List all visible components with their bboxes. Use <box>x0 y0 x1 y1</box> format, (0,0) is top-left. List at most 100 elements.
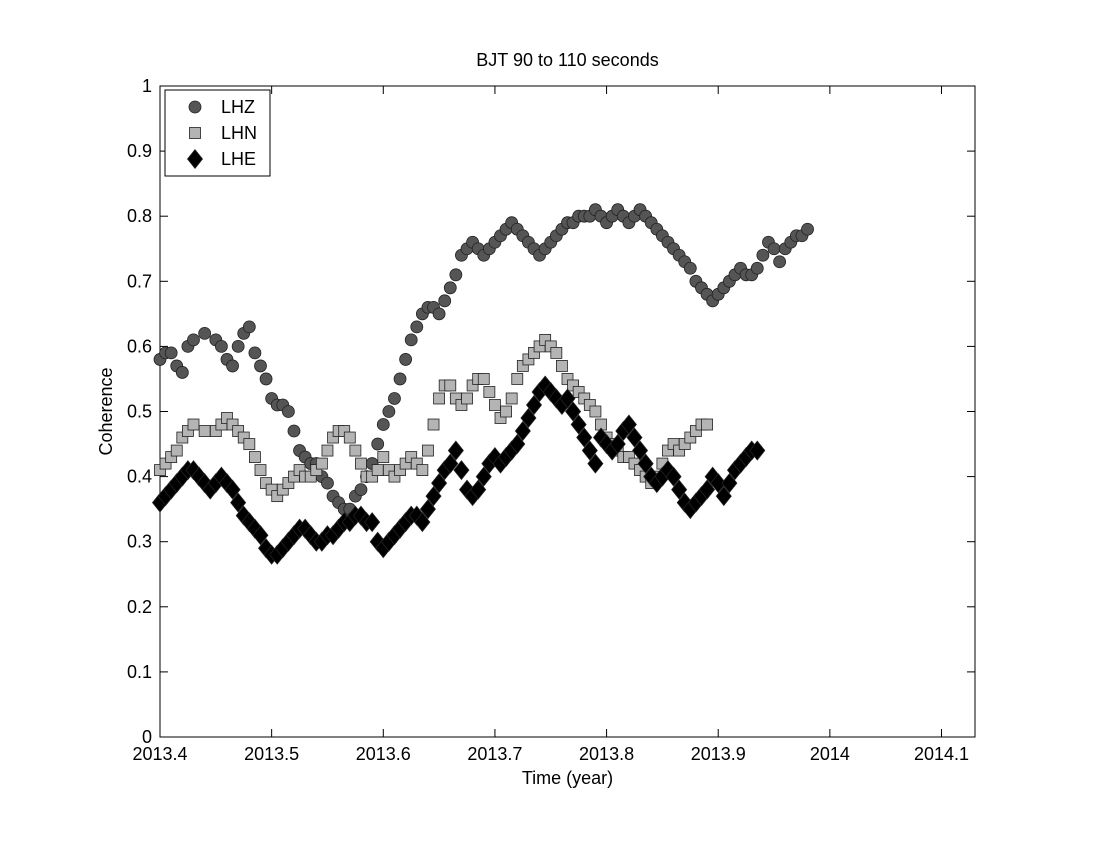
data-point-LHN <box>556 360 568 372</box>
data-point-LHE <box>453 460 470 481</box>
data-point-LHE <box>632 440 649 461</box>
data-point-LHZ <box>215 339 228 353</box>
data-point-LHZ <box>187 333 200 347</box>
data-point-LHE <box>425 486 442 507</box>
data-point-LHE <box>609 434 626 455</box>
legend-label: LHZ <box>221 97 255 117</box>
x-axis: 2013.4 2013.5 2013.6 2013.7 2013.8 2013.9 2014… <box>132 86 969 764</box>
data-point-LHZ <box>242 320 256 334</box>
data-point-LHE <box>626 427 643 448</box>
data-point-LHN <box>377 451 390 463</box>
data-point-LHN <box>416 464 429 476</box>
data-point-LHE <box>442 453 459 474</box>
data-point-LHE <box>419 499 436 520</box>
data-point-LHZ <box>382 405 396 418</box>
y-tick-label: 0.5 <box>127 402 152 422</box>
data-point-LHZ <box>248 346 262 360</box>
data-point-LHN <box>489 399 501 411</box>
data-point-LHZ <box>321 476 334 490</box>
x-tick-label: 2013.7 <box>467 744 522 764</box>
series-LHE <box>151 375 766 565</box>
data-point-LHN <box>248 451 261 463</box>
data-point-LHN <box>321 444 334 457</box>
data-point-LHZ <box>399 353 413 366</box>
data-markers <box>151 203 814 565</box>
data-point-LHE <box>509 434 526 455</box>
data-point-LHZ <box>164 346 178 360</box>
y-tick-label: 0.4 <box>127 467 152 487</box>
data-point-LHZ <box>683 261 697 275</box>
y-tick-label: 0.3 <box>127 532 152 552</box>
y-tick-label: 1 <box>142 76 152 96</box>
data-point-LHE <box>475 466 492 487</box>
data-point-LHN <box>433 392 446 405</box>
data-point-LHE <box>637 453 654 474</box>
data-point-LHN <box>371 464 384 476</box>
legend-box <box>164 89 271 177</box>
data-point-LHZ <box>371 437 385 451</box>
y-axis-title: Coherence <box>96 367 116 455</box>
data-point-LHE <box>671 479 688 500</box>
data-point-LHN <box>500 405 512 418</box>
data-point-LHZ <box>226 359 239 373</box>
data-point-LHN <box>505 392 518 405</box>
data-point-LHE <box>665 466 682 487</box>
data-point-LHN <box>243 438 256 450</box>
y-tick-label: 0.9 <box>127 141 152 161</box>
data-point-LHE <box>364 512 381 533</box>
data-point-LHZ <box>449 268 463 282</box>
data-point-LHE <box>514 421 531 442</box>
data-point-LHZ <box>438 294 452 308</box>
data-point-LHZ <box>756 248 770 262</box>
data-point-LHE <box>447 440 464 461</box>
data-point-LHN <box>461 392 473 405</box>
data-point-LHN <box>343 431 356 444</box>
data-point-LHN <box>349 444 362 457</box>
data-point-LHZ <box>259 372 273 386</box>
data-point-LHN <box>170 444 183 457</box>
data-point-LHN <box>444 379 457 392</box>
legend: LHZ LHN LHE <box>164 89 271 177</box>
data-point-LHN <box>511 373 524 385</box>
data-point-LHE <box>224 479 241 500</box>
data-point-LHE <box>470 479 487 500</box>
data-point-LHE <box>721 473 738 494</box>
data-point-LHE <box>525 394 543 416</box>
data-point-LHZ <box>281 405 295 418</box>
data-point-LHE <box>576 427 593 448</box>
data-point-LHN <box>550 347 563 359</box>
data-point-LHE <box>620 414 637 435</box>
data-point-LHN <box>187 418 200 431</box>
data-point-LHZ <box>750 261 764 275</box>
y-axis: 0 0.1 0.2 0.3 0.4 0.5 0.6 0.7 0.8 0.9 1 <box>127 76 975 747</box>
y-tick-label: 0.7 <box>127 271 152 291</box>
data-point-LHN <box>315 457 328 470</box>
data-point-LHZ <box>287 424 301 438</box>
data-point-LHE <box>581 440 598 461</box>
data-point-LHN <box>589 405 602 418</box>
data-point-LHE <box>559 388 576 409</box>
x-tick-label: 2014.1 <box>914 744 969 764</box>
x-tick-label: 2013.4 <box>132 744 187 764</box>
data-point-LHN <box>477 373 490 385</box>
data-point-LHE <box>710 473 727 494</box>
series-LHN <box>154 333 713 503</box>
y-tick-label: 0.1 <box>127 662 152 682</box>
y-tick-label: 0.8 <box>127 206 152 226</box>
data-point-LHE <box>252 525 269 546</box>
legend-marker-LHZ <box>188 100 202 114</box>
data-point-LHZ <box>231 339 245 353</box>
data-point-LHZ <box>393 372 407 386</box>
data-point-LHE <box>520 407 537 429</box>
data-point-LHE <box>715 486 732 507</box>
legend-marker-LHN <box>189 127 201 139</box>
x-tick-label: 2013.9 <box>691 744 746 764</box>
data-point-LHZ <box>376 418 390 431</box>
data-point-LHN <box>701 418 713 431</box>
data-point-LHE <box>587 453 604 474</box>
data-point-LHZ <box>354 483 368 497</box>
x-tick-label: 2014 <box>810 744 850 764</box>
data-point-LHN <box>422 444 434 457</box>
data-point-LHE <box>565 401 582 422</box>
data-point-LHZ <box>198 326 212 340</box>
